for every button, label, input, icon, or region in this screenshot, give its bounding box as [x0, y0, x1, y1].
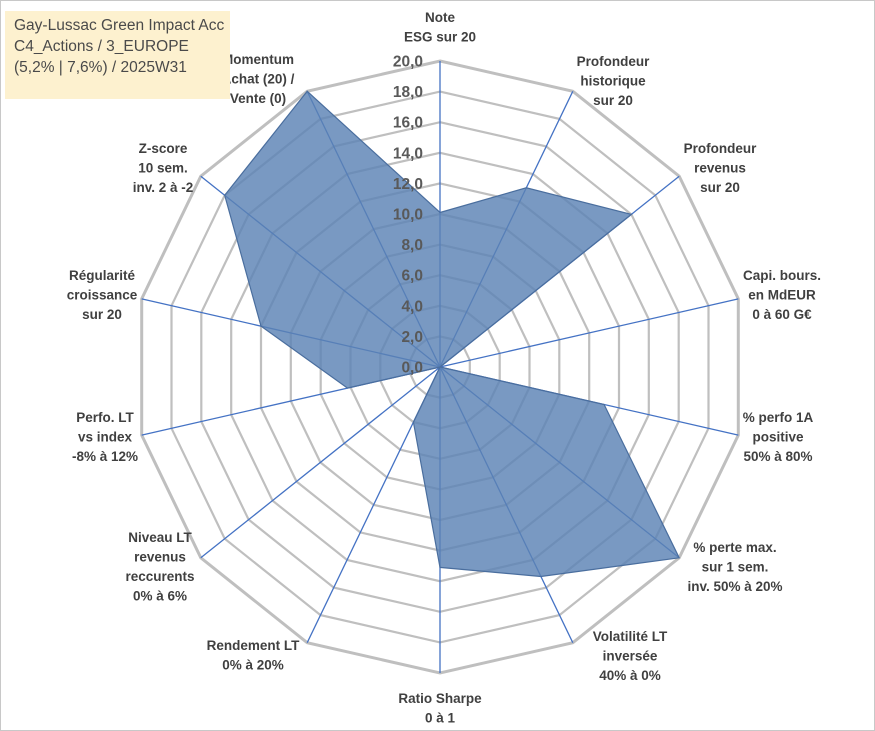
axis-label-6-line-2: 40% à 0%: [599, 668, 661, 683]
axis-label-2-line-0: Profondeur: [684, 141, 757, 156]
axis-label-2: Profondeur revenus sur 20: [684, 141, 757, 195]
tick-label-7: 14,0: [393, 145, 423, 162]
axis-label-3: Capi. bours. en MdEUR 0 à 60 G€: [743, 268, 821, 322]
tick-label-2: 4,0: [401, 298, 423, 315]
tick-label-4: 8,0: [401, 237, 423, 254]
axis-label-3-line-0: Capi. bours.: [743, 268, 821, 283]
chart-title-box: Gay-Lussac Green Impact Acc C4_Actions /…: [5, 11, 230, 99]
axis-label-9-line-1: revenus: [134, 550, 186, 565]
axis-label-7-line-0: Ratio Sharpe: [398, 691, 482, 706]
tick-label-6: 12,0: [393, 176, 423, 193]
axis-label-9-line-0: Niveau LT: [128, 530, 192, 545]
axis-label-11-line-1: croissance: [67, 288, 138, 303]
title-line-2: C4_Actions / 3_EUROPE: [14, 38, 189, 55]
axis-label-5-line-2: inv. 50% à 20%: [687, 579, 782, 594]
axis-label-10: Perfo. LT vs index -8% à 12%: [72, 410, 138, 464]
axis-label-4-line-1: positive: [752, 430, 804, 445]
radar-tick-labels: 0,0 2,0 4,0 6,0 8,0 10,0 12,0 14,0 16,0 18,0 20,0: [393, 54, 423, 377]
axis-label-0-line-0: Note: [425, 10, 455, 25]
axis-label-11-line-2: sur 20: [82, 307, 122, 322]
axis-label-8: Rendement LT 0% à 20%: [207, 638, 301, 673]
axis-label-5-line-0: % perte max.: [693, 540, 776, 555]
axis-label-11: Régularité croissance sur 20: [67, 268, 138, 322]
axis-label-1-line-0: Profondeur: [577, 54, 650, 69]
spoke-9: [200, 366, 441, 559]
title-line-1: Gay-Lussac Green Impact Acc: [14, 17, 225, 34]
axis-label-7-line-1: 0 à 1: [425, 711, 456, 726]
tick-label-5: 10,0: [393, 207, 423, 224]
axis-label-9-line-3: 0% à 6%: [133, 589, 187, 604]
tick-label-1: 2,0: [401, 329, 423, 346]
axis-label-13: Momentum Achat (20) / Vente (0): [222, 52, 295, 106]
axis-label-12-line-2: inv. 2 à -2: [133, 180, 194, 195]
tick-label-8: 16,0: [393, 115, 423, 132]
axis-label-13-line-1: Achat (20) /: [222, 72, 295, 87]
axis-label-9: Niveau LT revenus reccurents 0% à 6%: [125, 530, 194, 604]
radar-axis-labels: Note ESG sur 20 Profondeur historique sur 20…: [67, 10, 821, 726]
axis-label-5: % perte max. sur 1 sem. inv. 50% à 20%: [687, 540, 782, 594]
axis-label-9-line-2: reccurents: [125, 569, 194, 584]
axis-label-10-line-1: vs index: [78, 430, 133, 445]
series-area: [224, 90, 681, 578]
axis-label-4: % perfo 1A positive 50% à 80%: [743, 410, 814, 464]
axis-label-12: Z-score 10 sem. inv. 2 à -2: [133, 141, 194, 195]
axis-label-12-line-0: Z-score: [139, 141, 188, 156]
axis-label-12-line-1: 10 sem.: [138, 161, 188, 176]
axis-label-8-line-1: 0% à 20%: [222, 658, 284, 673]
axis-label-13-line-2: Vente (0): [230, 91, 286, 106]
axis-label-1: Profondeur historique sur 20: [577, 54, 650, 108]
axis-label-6-line-0: Volatilité LT: [593, 629, 668, 644]
tick-label-0: 0,0: [401, 360, 423, 377]
axis-label-11-line-0: Régularité: [69, 268, 136, 283]
axis-label-7: Ratio Sharpe 0 à 1: [398, 691, 482, 726]
axis-label-4-line-0: % perfo 1A: [743, 410, 814, 425]
axis-label-6-line-1: inversée: [603, 649, 658, 664]
radar-series: [224, 90, 681, 578]
axis-label-10-line-0: Perfo. LT: [76, 410, 134, 425]
axis-label-0: Note ESG sur 20: [404, 10, 476, 45]
axis-label-0-line-1: ESG sur 20: [404, 30, 476, 45]
tick-label-9: 18,0: [393, 84, 423, 101]
spoke-3: [439, 298, 739, 368]
axis-label-3-line-1: en MdEUR: [748, 288, 816, 303]
axis-label-3-line-2: 0 à 60 G€: [752, 307, 812, 322]
axis-label-1-line-2: sur 20: [593, 93, 633, 108]
axis-label-6: Volatilité LT inversée 40% à 0%: [593, 629, 668, 683]
axis-label-10-line-2: -8% à 12%: [72, 449, 138, 464]
axis-label-8-line-0: Rendement LT: [207, 638, 301, 653]
axis-label-5-line-1: sur 1 sem.: [702, 560, 769, 575]
title-line-3: (5,2% | 7,6%) / 2025W31: [14, 59, 187, 76]
axis-label-4-line-2: 50% à 80%: [743, 449, 812, 464]
tick-label-3: 6,0: [401, 268, 423, 285]
axis-label-2-line-1: revenus: [694, 161, 746, 176]
axis-label-13-line-0: Momentum: [222, 52, 294, 67]
axis-label-1-line-1: historique: [580, 74, 646, 89]
tick-label-10: 20,0: [393, 54, 423, 71]
axis-label-2-line-2: sur 20: [700, 180, 740, 195]
